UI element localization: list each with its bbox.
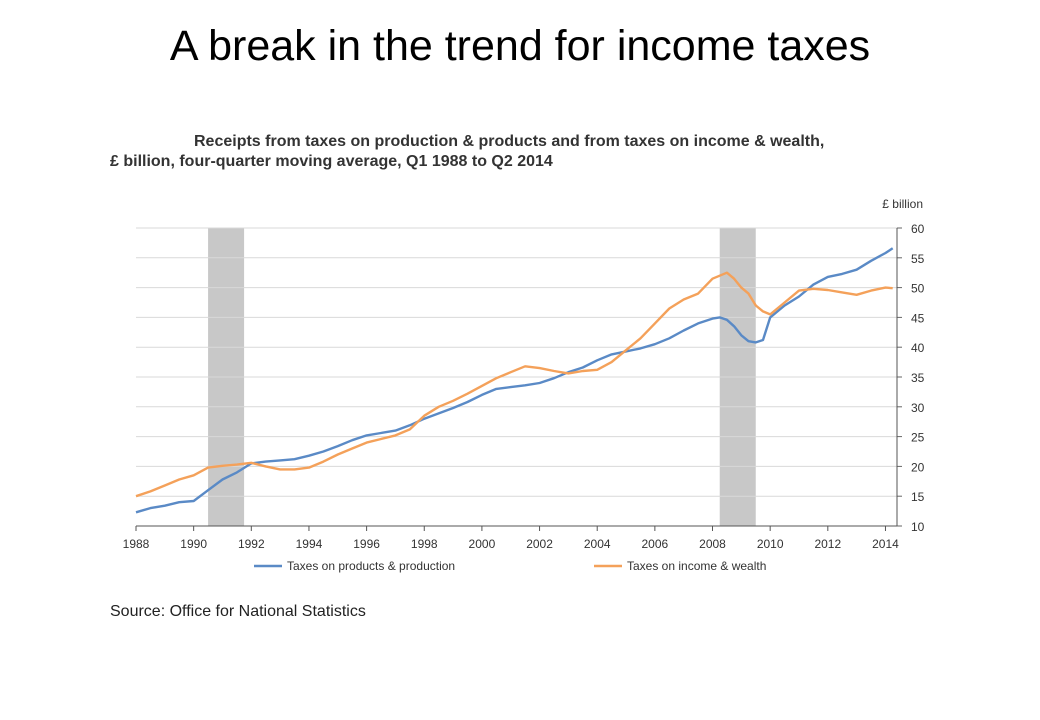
y-tick-label-40: 40	[911, 341, 925, 355]
x-tick-label-1988: 1988	[123, 537, 150, 551]
y-tick-label-30: 30	[911, 401, 925, 415]
y-tick-label-35: 35	[911, 371, 925, 385]
y-tick-label-45: 45	[911, 311, 925, 325]
x-tick-label-2004: 2004	[584, 537, 611, 551]
x-tick-label-2010: 2010	[757, 537, 784, 551]
series-line-0	[135, 247, 894, 514]
x-tick-label-2002: 2002	[526, 537, 553, 551]
chart-title-block: Receipts from taxes on production & prod…	[110, 132, 940, 172]
y-tick-label-25: 25	[911, 431, 925, 445]
x-tick-label-1994: 1994	[296, 537, 323, 551]
y-tick-label-60: 60	[911, 222, 925, 236]
x-tick-label-2012: 2012	[814, 537, 841, 551]
y-axis-label: £ billion	[882, 197, 923, 211]
x-tick-label-2008: 2008	[699, 537, 726, 551]
y-tick-label-55: 55	[911, 252, 925, 266]
x-tick-label-2000: 2000	[469, 537, 496, 551]
y-tick-label-15: 15	[911, 490, 925, 504]
x-tick-label-1992: 1992	[238, 537, 265, 551]
source-note: Source: Office for National Statistics	[110, 603, 366, 620]
y-tick-label-10: 10	[911, 520, 925, 534]
y-tick-label-20: 20	[911, 460, 925, 474]
x-tick-label-1996: 1996	[353, 537, 380, 551]
y-tick-label-50: 50	[911, 282, 925, 296]
slide-title: A break in the trend for income taxes	[169, 22, 871, 70]
x-tick-label-2014: 2014	[872, 537, 899, 551]
x-tick-label-1990: 1990	[180, 537, 207, 551]
legend-label-1: Taxes on income & wealth	[627, 559, 766, 573]
series-line-1	[135, 271, 893, 498]
x-tick-label-2006: 2006	[642, 537, 669, 551]
chart-subtitle: £ billion, four-quarter moving average, …	[110, 153, 553, 170]
legend-label-0: Taxes on products & production	[287, 559, 455, 573]
x-tick-label-1998: 1998	[411, 537, 438, 551]
chart-title: Receipts from taxes on production & prod…	[194, 133, 825, 150]
